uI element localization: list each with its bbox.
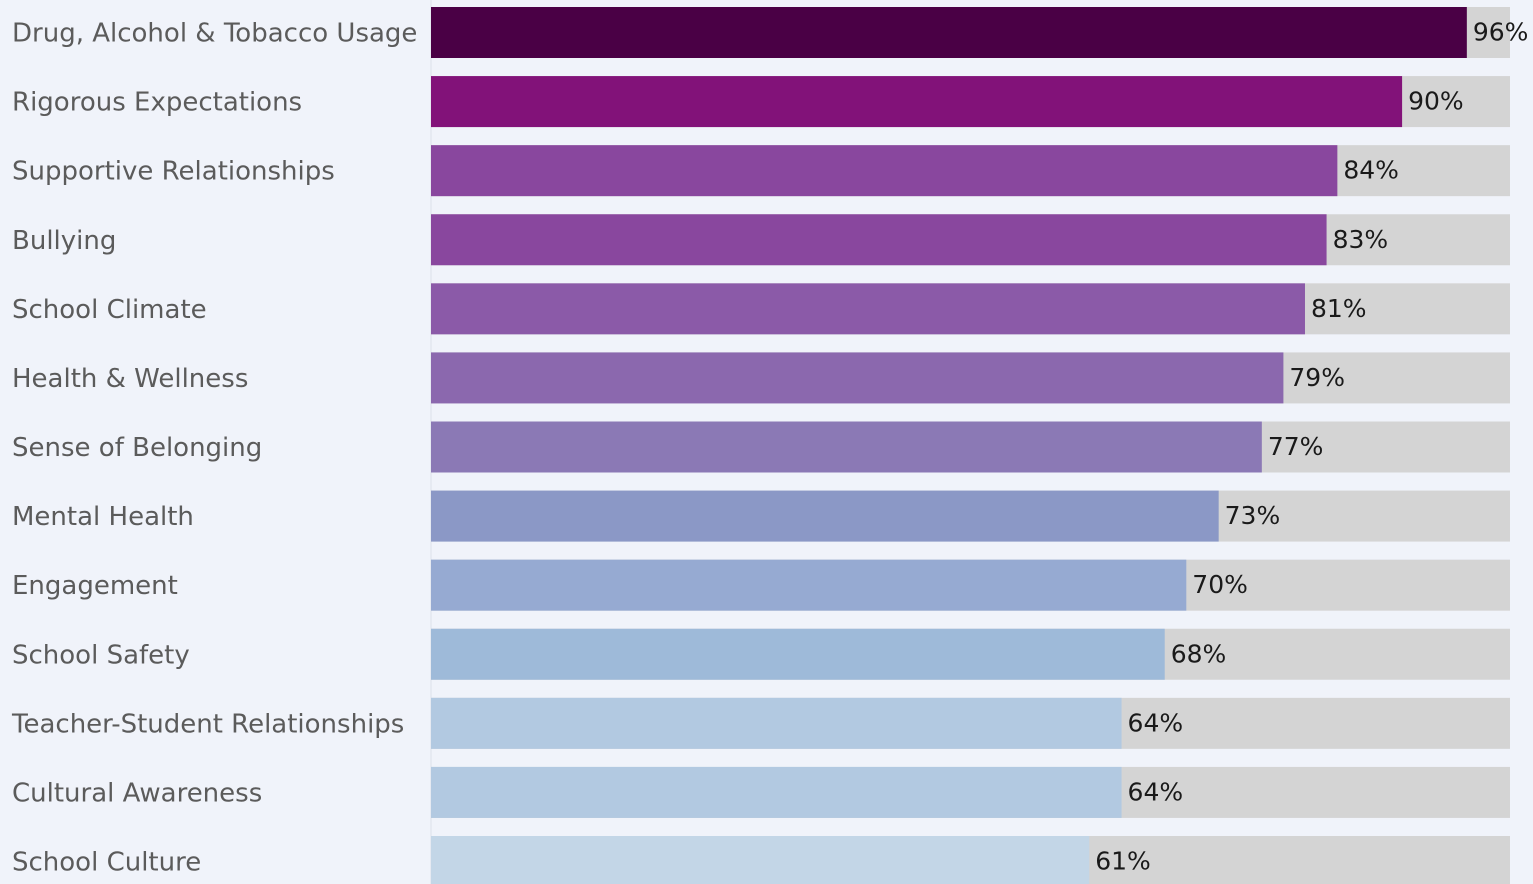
value-label: 64% [1128, 708, 1184, 737]
bar [431, 836, 1090, 884]
bar [431, 421, 1262, 473]
bar [431, 7, 1467, 58]
value-label: 70% [1192, 570, 1248, 599]
value-label: 61% [1095, 847, 1151, 876]
bar [431, 283, 1305, 335]
value-label: 81% [1311, 294, 1367, 323]
value-label: 73% [1225, 501, 1281, 530]
bar [431, 352, 1284, 404]
category-label: School Culture [12, 848, 201, 878]
category-label: Rigorous Expectations [12, 88, 302, 118]
bar [431, 76, 1403, 128]
bar [431, 766, 1122, 818]
value-label: 68% [1171, 639, 1227, 668]
bar [431, 697, 1122, 749]
category-label: Bullying [12, 226, 116, 256]
bar [431, 490, 1219, 542]
category-label: Mental Health [12, 502, 194, 532]
value-label: 96% [1473, 18, 1529, 47]
value-label: 77% [1268, 432, 1324, 461]
bar [431, 559, 1187, 611]
category-label: Sense of Belonging [12, 433, 262, 463]
value-label: 83% [1333, 225, 1389, 254]
bar [431, 145, 1338, 197]
bar [431, 214, 1327, 266]
value-label: 84% [1343, 156, 1399, 185]
bar-rows: Drug, Alcohol & Tobacco Usage 96% Rigorous… [11, 7, 1528, 884]
value-label: 90% [1408, 87, 1464, 116]
category-label: Health & Wellness [12, 364, 248, 394]
value-label: 64% [1128, 777, 1184, 806]
category-label: Drug, Alcohol & Tobacco Usage [12, 19, 417, 49]
value-label: 79% [1289, 363, 1345, 392]
category-label: Teacher-Student Relationships [11, 709, 404, 739]
category-label: Cultural Awareness [12, 778, 262, 808]
category-label: Supportive Relationships [12, 157, 335, 187]
bar [431, 628, 1165, 680]
category-label: School Climate [12, 295, 207, 325]
category-label: School Safety [12, 640, 190, 670]
category-label: Engagement [12, 571, 178, 601]
